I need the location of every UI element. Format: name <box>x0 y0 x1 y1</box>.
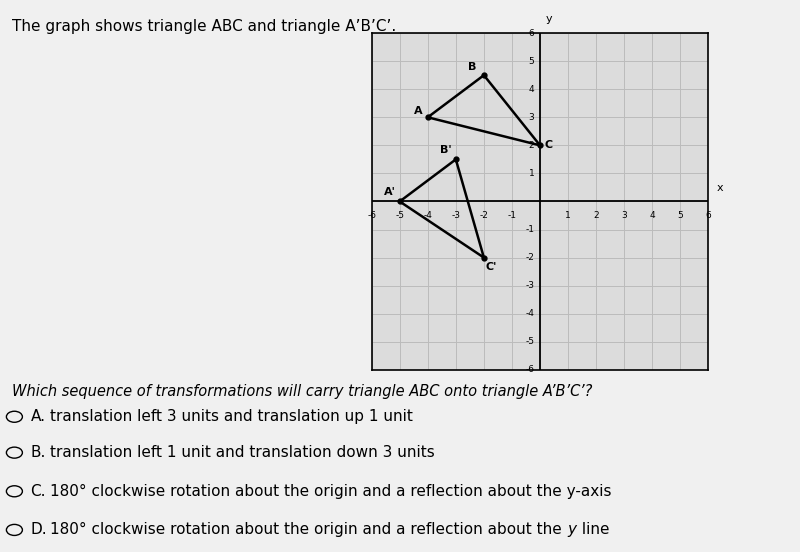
Text: -4: -4 <box>526 309 534 318</box>
Text: C.: C. <box>30 484 46 499</box>
Text: 3: 3 <box>529 113 534 122</box>
Text: A.: A. <box>30 409 46 424</box>
Text: 5: 5 <box>529 57 534 66</box>
Text: -2: -2 <box>526 253 534 262</box>
Text: -3: -3 <box>526 281 534 290</box>
Text: 6: 6 <box>706 211 711 220</box>
Text: The graph shows triangle ABC and triangle A’B’C’.: The graph shows triangle ABC and triangl… <box>12 19 396 34</box>
Text: translation left 3 units and translation up 1 unit: translation left 3 units and translation… <box>50 409 414 424</box>
Text: C': C' <box>486 262 497 272</box>
Text: -1: -1 <box>507 211 517 220</box>
Text: -5: -5 <box>395 211 404 220</box>
Text: x: x <box>716 183 723 193</box>
Text: B.: B. <box>30 445 46 460</box>
Text: 1: 1 <box>565 211 571 220</box>
Text: -3: -3 <box>451 211 460 220</box>
Text: B: B <box>469 62 477 72</box>
Text: -4: -4 <box>423 211 432 220</box>
Text: -1: -1 <box>526 225 534 234</box>
Text: 2: 2 <box>529 141 534 150</box>
Text: A': A' <box>384 187 395 197</box>
Text: 5: 5 <box>678 211 683 220</box>
Text: y: y <box>567 522 576 538</box>
Text: D.: D. <box>30 522 47 538</box>
Text: 180° clockwise rotation about the origin and a reflection about the: 180° clockwise rotation about the origin… <box>0 551 1 552</box>
Text: 2: 2 <box>594 211 599 220</box>
Text: A: A <box>414 106 422 116</box>
Text: B': B' <box>440 145 452 155</box>
Text: 180° clockwise rotation about the origin and a reflection about the y-axis: 180° clockwise rotation about the origin… <box>50 484 612 499</box>
Text: 4: 4 <box>650 211 655 220</box>
Text: 3: 3 <box>622 211 627 220</box>
Text: y: y <box>546 14 552 24</box>
Text: Which sequence of transformations will carry triangle ABC onto triangle A’B’C’?: Which sequence of transformations will c… <box>12 384 592 399</box>
Text: 180° clockwise rotation about the origin and a reflection about the: 180° clockwise rotation about the origin… <box>50 522 567 538</box>
Text: -6: -6 <box>526 365 534 374</box>
Text: -6: -6 <box>367 211 376 220</box>
Text: 6: 6 <box>529 29 534 38</box>
Text: line: line <box>577 522 609 538</box>
Text: 1: 1 <box>529 169 534 178</box>
Text: C: C <box>544 140 552 150</box>
Text: -5: -5 <box>526 337 534 346</box>
Text: -2: -2 <box>479 211 488 220</box>
Text: translation left 1 unit and translation down 3 units: translation left 1 unit and translation … <box>50 445 435 460</box>
Text: 4: 4 <box>529 85 534 94</box>
